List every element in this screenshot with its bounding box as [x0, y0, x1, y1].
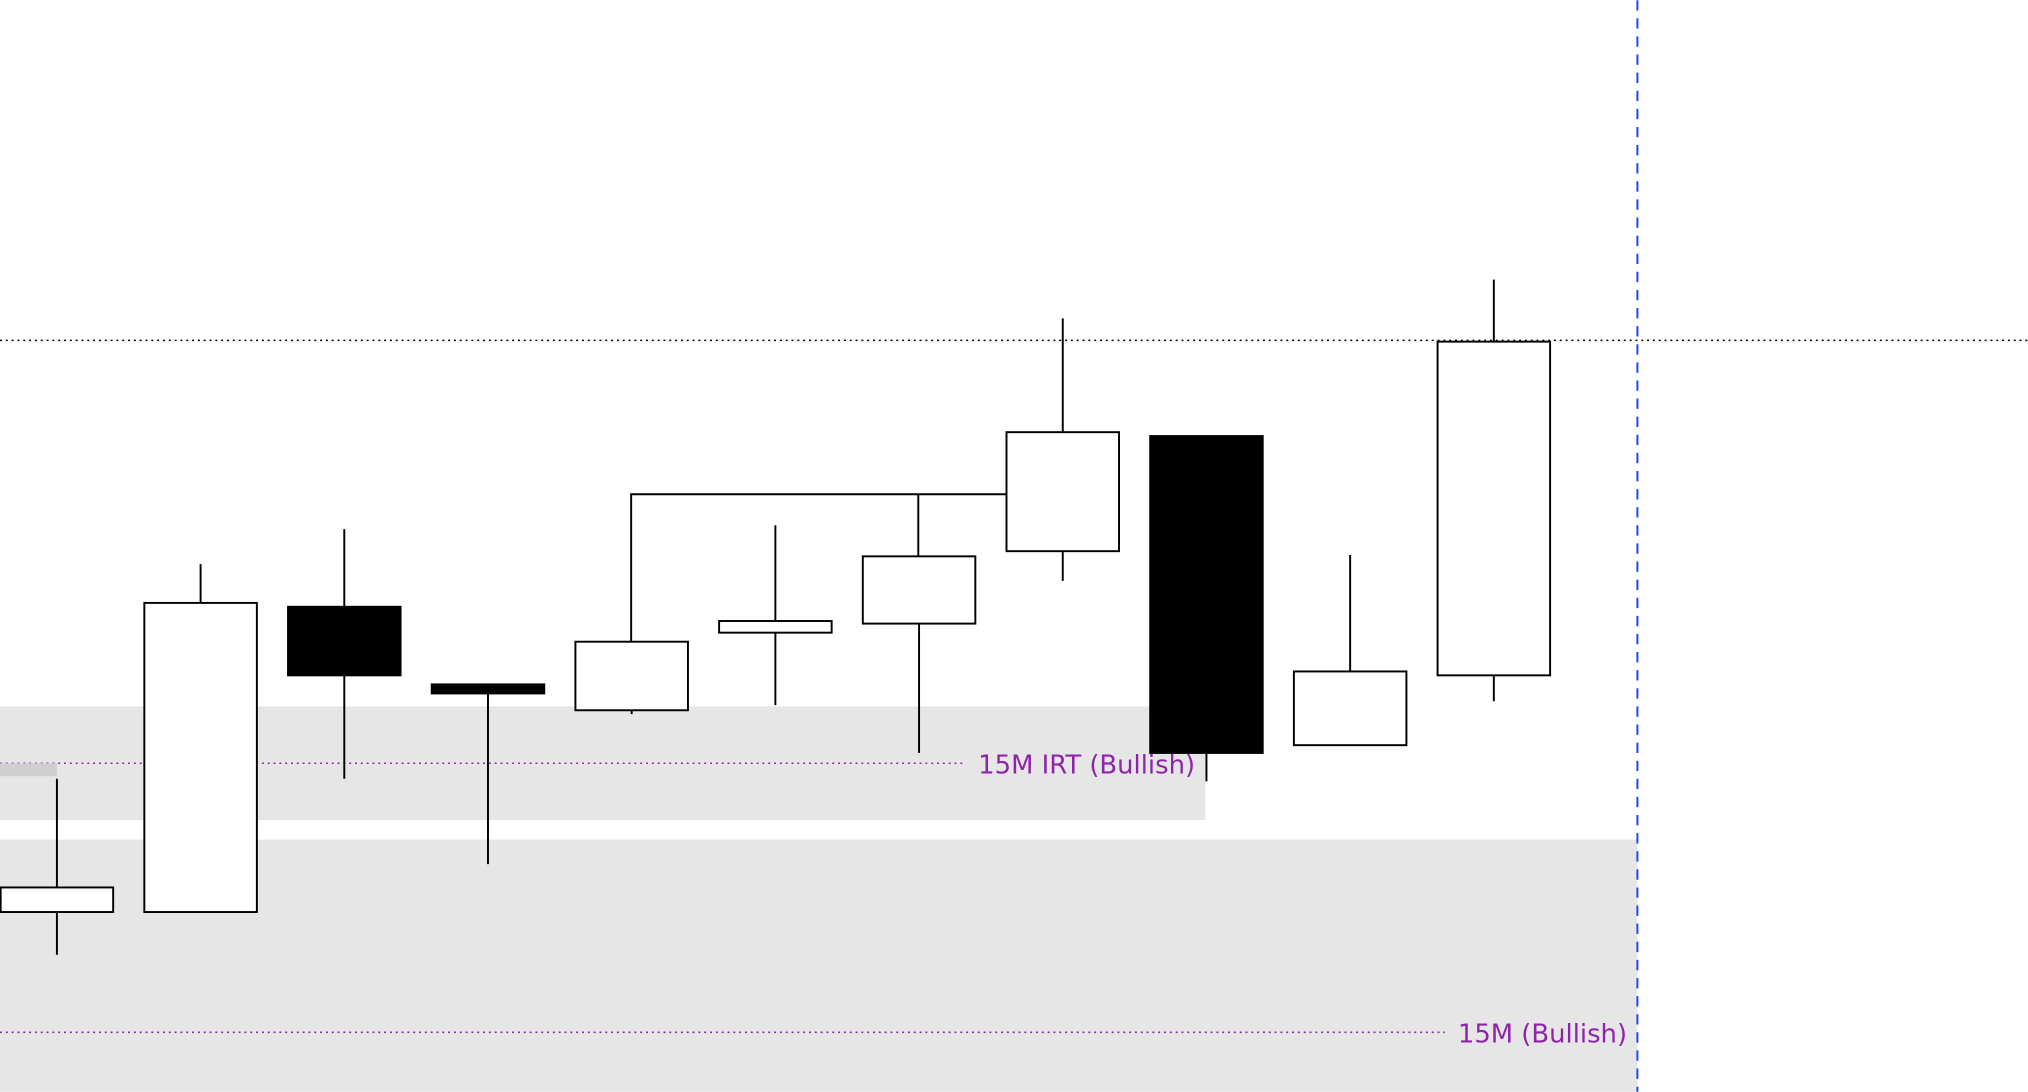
- candle-body: [430, 683, 546, 695]
- zone-label: 15M (Bullish): [1458, 1019, 1627, 1049]
- candle-body: [1292, 670, 1408, 747]
- candle-body: [718, 620, 833, 634]
- zone-marker: [0, 763, 57, 777]
- zone: [0, 839, 1638, 1092]
- candle-body: [287, 605, 402, 677]
- candle-body: [1005, 431, 1120, 553]
- zones: 15M IRT (Bullish) 15M (Bullish): [0, 339, 2028, 1092]
- candles: [0, 279, 1552, 955]
- drawing-connector: [630, 493, 1007, 642]
- candle-body: [1149, 435, 1264, 754]
- candle-body: [143, 601, 258, 913]
- candle-body: [574, 640, 689, 712]
- candle-body: [861, 555, 977, 625]
- zone-label: 15M IRT (Bullish): [978, 750, 1195, 780]
- candle-body: [0, 886, 115, 913]
- candle-body: [1436, 340, 1552, 677]
